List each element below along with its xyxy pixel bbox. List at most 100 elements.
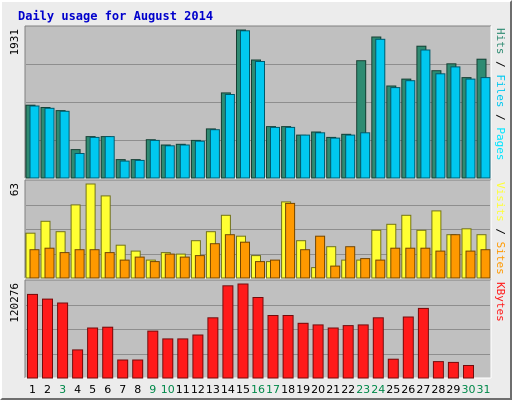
bar-files-20 [315,132,326,179]
bar-kbytes-9 [147,330,159,379]
day-label-1: 1 [29,383,36,396]
max-label: 63 [8,183,21,196]
bar-sites-15 [240,241,250,279]
day-label-19: 19 [296,383,310,396]
bar-sites-30 [465,250,476,279]
bar-kbytes-24 [372,317,384,379]
bar-kbytes-10 [162,338,174,379]
legend-separator: / [494,55,507,75]
bar-kbytes-30 [463,365,474,379]
bar-files-28 [435,73,446,179]
bar-files-27 [420,49,431,179]
max-label: 1931 [8,29,21,56]
day-label-8: 8 [134,383,141,396]
bar-kbytes-14 [222,285,234,379]
bar-sites-19 [300,249,311,279]
day-label-29: 29 [446,383,460,396]
bar-files-1 [29,105,40,179]
bar-files-14 [224,94,235,179]
bar-files-23 [360,132,371,179]
bar-sites-24 [375,259,386,279]
bar-files-19 [300,134,311,179]
bar-files-11 [179,144,190,179]
bar-kbytes-5 [87,327,99,379]
bar-sites-3 [59,252,70,279]
bar-kbytes-4 [72,349,84,379]
legend: Hits / Files / Pages [494,28,507,161]
bar-files-10 [164,145,175,179]
legend-hits: Hits [494,28,507,55]
bar-kbytes-29 [447,361,459,379]
bar-sites-18 [285,202,296,279]
bar-files-7 [119,160,130,179]
day-label-23: 23 [356,383,370,396]
bar-sites-11 [179,256,190,279]
bar-kbytes-3 [57,302,69,379]
bar-files-29 [450,66,461,179]
bar-files-30 [465,78,476,179]
day-label-2: 2 [44,383,51,396]
bar-sites-8 [134,256,145,279]
bar-sites-4 [74,249,85,279]
bar-kbytes-27 [417,307,429,379]
bar-kbytes-16 [252,297,264,379]
legend-files: Files [494,74,507,107]
legend-pages: Pages [494,127,507,160]
bar-sites-29 [450,234,461,279]
day-label-6: 6 [104,383,111,396]
panel-2: 63 Visits / Sites [8,179,507,279]
bar-files-5 [89,136,100,179]
bar-kbytes-13 [207,317,219,379]
max-label: 120276 [8,283,21,323]
day-label-12: 12 [191,383,205,396]
bar-files-3 [59,110,70,179]
bar-sites-22 [345,246,356,279]
bar-files-15 [240,30,250,179]
bar-sites-20 [315,235,326,279]
bar-sites-12 [194,255,205,279]
day-label-27: 27 [416,383,430,396]
bar-kbytes-15 [237,283,249,379]
bar-sites-25 [390,247,401,279]
bar-kbytes-18 [282,315,294,379]
bar-files-22 [345,134,356,179]
bar-sites-27 [420,247,431,279]
day-label-28: 28 [431,383,445,396]
bar-sites-5 [89,249,100,279]
day-label-11: 11 [176,383,190,396]
bar-sites-28 [435,250,446,279]
bar-kbytes-17 [267,315,279,379]
day-label-24: 24 [371,383,385,396]
bar-kbytes-12 [192,334,204,379]
bar-kbytes-23 [357,324,369,379]
day-label-9: 9 [149,383,156,396]
day-label-13: 13 [206,383,220,396]
bar-kbytes-26 [402,316,414,379]
bar-kbytes-28 [432,361,444,379]
bar-sites-31 [480,249,491,279]
bar-sites-23 [360,258,371,279]
day-label-21: 21 [326,383,340,396]
bar-sites-21 [330,265,341,279]
day-label-25: 25 [386,383,400,396]
bar-sites-6 [104,252,115,279]
bar-files-21 [330,137,341,179]
legend-sites: Sites [494,242,507,275]
day-label-18: 18 [281,383,295,396]
day-label-14: 14 [221,383,235,396]
bar-files-13 [209,129,220,179]
bar-files-25 [390,87,401,179]
day-label-7: 7 [119,383,126,396]
chart-title: Daily usage for August 2014 [18,9,213,23]
bar-files-12 [194,140,205,179]
legend: KBytes [494,282,507,322]
legend-separator: / [494,108,507,128]
legend-kbytes: KBytes [494,282,507,322]
day-label-5: 5 [89,383,96,396]
bar-files-2 [44,107,55,179]
bar-files-31 [480,77,491,179]
day-label-10: 10 [161,383,175,396]
bar-sites-16 [255,261,265,279]
bar-sites-9 [149,261,160,279]
